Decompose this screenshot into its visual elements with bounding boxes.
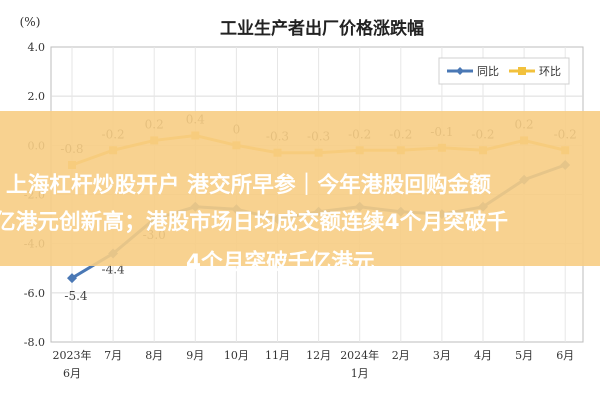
chart-title: 工业生产者出厂价格涨跌幅 <box>220 18 424 39</box>
x-tick-label: 6月 <box>556 349 574 362</box>
legend-marker <box>456 67 464 75</box>
y-unit-label: (%) <box>20 15 41 29</box>
overlay-headline-line-3[interactable]: 4个月突破千亿港元 <box>186 250 375 275</box>
yoy-data-label: -4.4 <box>102 263 126 277</box>
x-tick-label: 10月 <box>224 349 249 362</box>
x-tick-label: 8月 <box>145 349 163 362</box>
legend-label: 环比 <box>539 65 561 78</box>
x-tick-label: 12月 <box>306 349 331 362</box>
legend-label: 同比 <box>477 65 499 78</box>
y-tick-label: 4.0 <box>28 41 46 54</box>
x-tick-label: 9月 <box>186 349 204 362</box>
yoy-data-label: -5.4 <box>64 289 88 303</box>
x-tick-label: 2月 <box>392 349 410 362</box>
yoy-point <box>67 273 77 284</box>
y-tick-label: 2.0 <box>28 90 46 103</box>
overlay-headline-line-2[interactable]: 亿港元创新高；港股市场日均成交额连续4个月突破千 <box>0 210 509 235</box>
y-tick-label: -8.0 <box>24 336 45 349</box>
y-tick-label: -6.0 <box>24 287 45 300</box>
overlay-banner <box>0 111 600 266</box>
x-tick-label: 2024年 1月 <box>340 348 379 380</box>
legend: 同比 环比 <box>438 57 570 85</box>
legend-marker <box>518 67 526 75</box>
x-tick-label: 7月 <box>104 349 122 362</box>
x-tick-label: 3月 <box>433 349 451 362</box>
x-tick-label: 4月 <box>474 349 492 362</box>
x-tick-label: 5月 <box>515 349 533 362</box>
overlay-headline-line-1[interactable]: 上海杠杆炒股开户 港交所早参｜今年港股回购金额 <box>6 173 492 198</box>
x-tick-label: 2023年 6月 <box>53 348 92 380</box>
x-tick-label: 11月 <box>265 349 290 362</box>
